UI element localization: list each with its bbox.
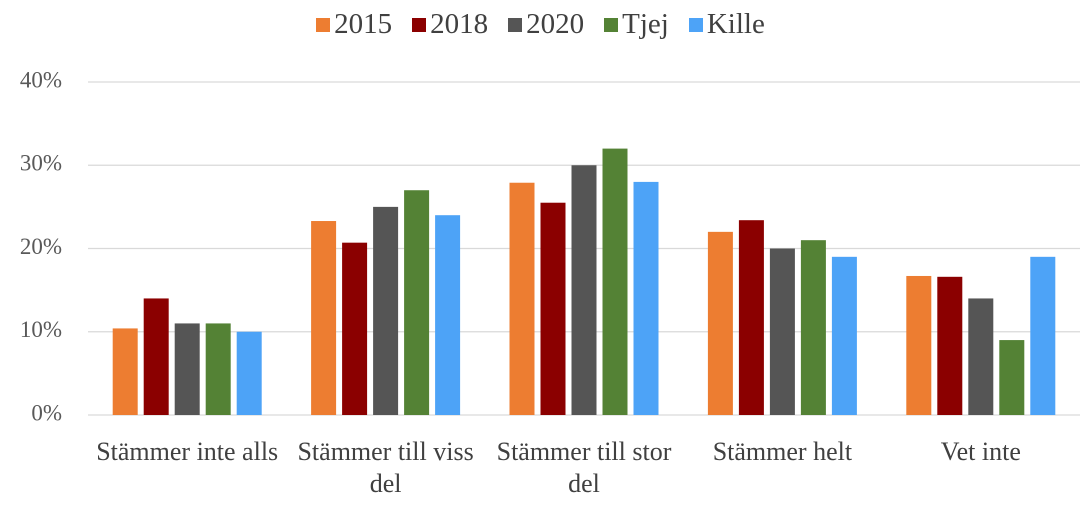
bar [602,148,628,415]
x-tick-label: Vet inte [940,437,1021,466]
legend-swatch [316,17,331,32]
bar [112,328,138,415]
y-tick-label: 30% [20,151,62,176]
bar [205,323,231,415]
bar [236,331,262,415]
bar [174,323,200,415]
y-tick-label: 0% [31,400,62,425]
legend-swatch [604,17,619,32]
bar [906,275,932,415]
x-tick-label: Stämmer inte alls [96,437,279,466]
bar [435,215,461,415]
legend-item: Kille [688,8,765,41]
bar [342,242,368,415]
legend-label: Kille [706,8,765,40]
bar [1030,256,1056,415]
bar [738,220,764,415]
legend-item: 2018 [412,8,488,41]
legend-label: 2015 [334,8,393,40]
legend-label: Tjej [622,8,669,40]
x-tick-label: Stämmer helt [712,437,853,466]
x-tick-label: Stämmer till viss del [297,437,474,498]
y-tick-label: 40% [20,67,62,92]
legend-label: 2020 [526,8,585,40]
y-tick-label: 20% [20,234,62,259]
legend-swatch [412,17,427,32]
y-tick-label: 10% [20,317,62,342]
bar [509,182,535,415]
bar [143,298,169,415]
bar [800,240,826,415]
bar [373,206,399,415]
bar [968,298,994,415]
legend-swatch [508,17,523,32]
legend-item: 2015 [316,8,392,41]
bar [769,248,795,415]
bar [633,181,659,415]
bar [999,340,1025,415]
legend-item: Tjej [604,8,669,41]
bar [831,256,857,415]
legend-label: 2018 [430,8,489,40]
bar [707,231,733,415]
legend-item: 2020 [508,8,584,41]
bar [571,165,597,415]
legend: 2015 2018 2020 Tjej Kille [0,8,1081,41]
x-tick-label: Stämmer till stor del [496,437,672,498]
bar [540,202,566,415]
bar [311,221,337,415]
bar [404,190,430,415]
bar [937,276,963,415]
legend-swatch [688,17,703,32]
